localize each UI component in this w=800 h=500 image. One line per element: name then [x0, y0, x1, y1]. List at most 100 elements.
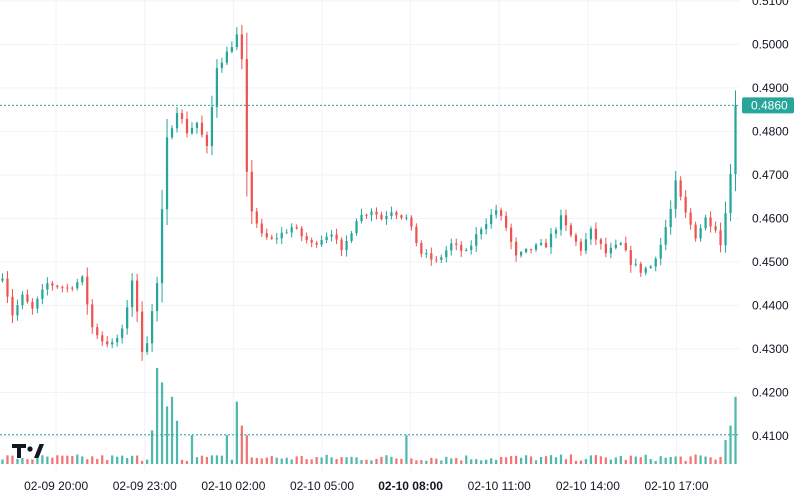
volume-bar	[31, 459, 34, 464]
candle-body	[195, 122, 199, 128]
candle-body	[634, 263, 637, 265]
volume-bar	[136, 455, 139, 464]
volume-bar	[300, 455, 303, 464]
volume-bar	[1, 459, 4, 464]
volume-bar	[495, 459, 498, 464]
candle-body	[121, 328, 124, 339]
volume-bar	[435, 458, 438, 464]
candle-body	[136, 280, 139, 312]
volume-bar	[140, 460, 144, 464]
candle-body	[430, 253, 433, 260]
candle-body	[579, 241, 583, 251]
candle-body	[505, 215, 508, 228]
volume-bar	[265, 457, 268, 464]
candle-body	[16, 305, 19, 316]
volume-bar	[370, 460, 373, 464]
candle-body	[205, 134, 209, 147]
candle-body	[604, 243, 607, 254]
candle-body	[295, 227, 298, 229]
volume-bar	[624, 459, 627, 464]
candle-body	[116, 338, 119, 343]
volume-bar	[509, 456, 513, 464]
volume-bar	[170, 396, 174, 464]
volume-bar	[16, 458, 19, 464]
volume-bar	[91, 456, 94, 464]
volume-bar	[205, 456, 209, 464]
volume-bar	[36, 455, 39, 464]
candle-body	[150, 311, 154, 344]
candle-body	[574, 235, 578, 242]
volume-bar	[315, 456, 318, 464]
volume-bar	[126, 457, 129, 464]
volume-bar	[46, 456, 49, 464]
volume-bar	[649, 459, 652, 464]
volume-bar	[505, 457, 508, 464]
volume-bar	[255, 458, 258, 464]
candle-body	[534, 244, 538, 250]
candle-body	[599, 239, 602, 244]
volume-bar	[175, 420, 179, 464]
volume-bars	[1, 368, 737, 464]
x-axis: 02-09 20:00 02-09 23:00 02-10 02:00 02-10 0…	[24, 479, 709, 493]
candle-body	[445, 250, 448, 258]
volume-bar	[629, 455, 632, 464]
volume-bar	[480, 460, 483, 464]
candle-body	[345, 240, 348, 251]
candle-body	[76, 282, 79, 289]
candle-body	[554, 229, 558, 234]
candle-body	[410, 217, 413, 227]
volume-bar	[410, 458, 413, 464]
candle-body	[415, 226, 418, 243]
volume-bar	[335, 458, 338, 464]
candle-body	[325, 236, 328, 241]
candle-body	[609, 247, 612, 254]
candle-body	[509, 227, 513, 242]
candle-body	[709, 217, 712, 227]
volume-bar	[609, 459, 612, 464]
candle-body	[355, 221, 358, 234]
volume-bar	[729, 425, 732, 464]
volume-bar	[514, 455, 518, 464]
candle-body	[405, 217, 408, 219]
volume-bar	[485, 459, 488, 464]
logo-dot	[27, 446, 33, 452]
volume-bar	[330, 457, 333, 464]
volume-bar	[86, 459, 89, 464]
candle-body	[290, 227, 293, 233]
volume-bar	[425, 460, 428, 464]
volume-bar	[704, 456, 707, 464]
y-tick-label: 0.4200	[752, 386, 789, 400]
volume-bar	[121, 455, 124, 464]
y-tick-label: 0.4900	[752, 81, 789, 95]
candle-body	[26, 294, 29, 302]
candle-body	[594, 228, 598, 240]
candle-body	[155, 283, 159, 312]
volume-bar	[6, 455, 9, 464]
volume-bar	[260, 458, 263, 464]
candle-body	[589, 228, 593, 240]
last-price-label: 0.4860	[751, 98, 788, 112]
volume-bar	[51, 457, 54, 464]
volume-bar	[185, 460, 189, 464]
candle-body	[225, 51, 229, 63]
candle-body	[460, 244, 463, 251]
volume-bar	[155, 368, 159, 464]
volume-bar	[549, 455, 553, 464]
volume-bar	[111, 455, 114, 464]
volume-bar	[76, 454, 79, 464]
tradingview-logo[interactable]	[12, 444, 44, 458]
volume-bar	[699, 455, 702, 464]
candle-body	[714, 226, 717, 231]
candle-body	[440, 257, 443, 260]
candle-body	[51, 283, 54, 286]
candle-body	[380, 214, 383, 220]
volume-bar	[215, 455, 219, 464]
volume-bar	[634, 456, 637, 464]
candle-body	[664, 227, 667, 245]
candle-body	[250, 171, 253, 212]
candle-body	[584, 239, 588, 251]
volume-bar	[225, 435, 229, 464]
candle-body	[165, 137, 169, 210]
